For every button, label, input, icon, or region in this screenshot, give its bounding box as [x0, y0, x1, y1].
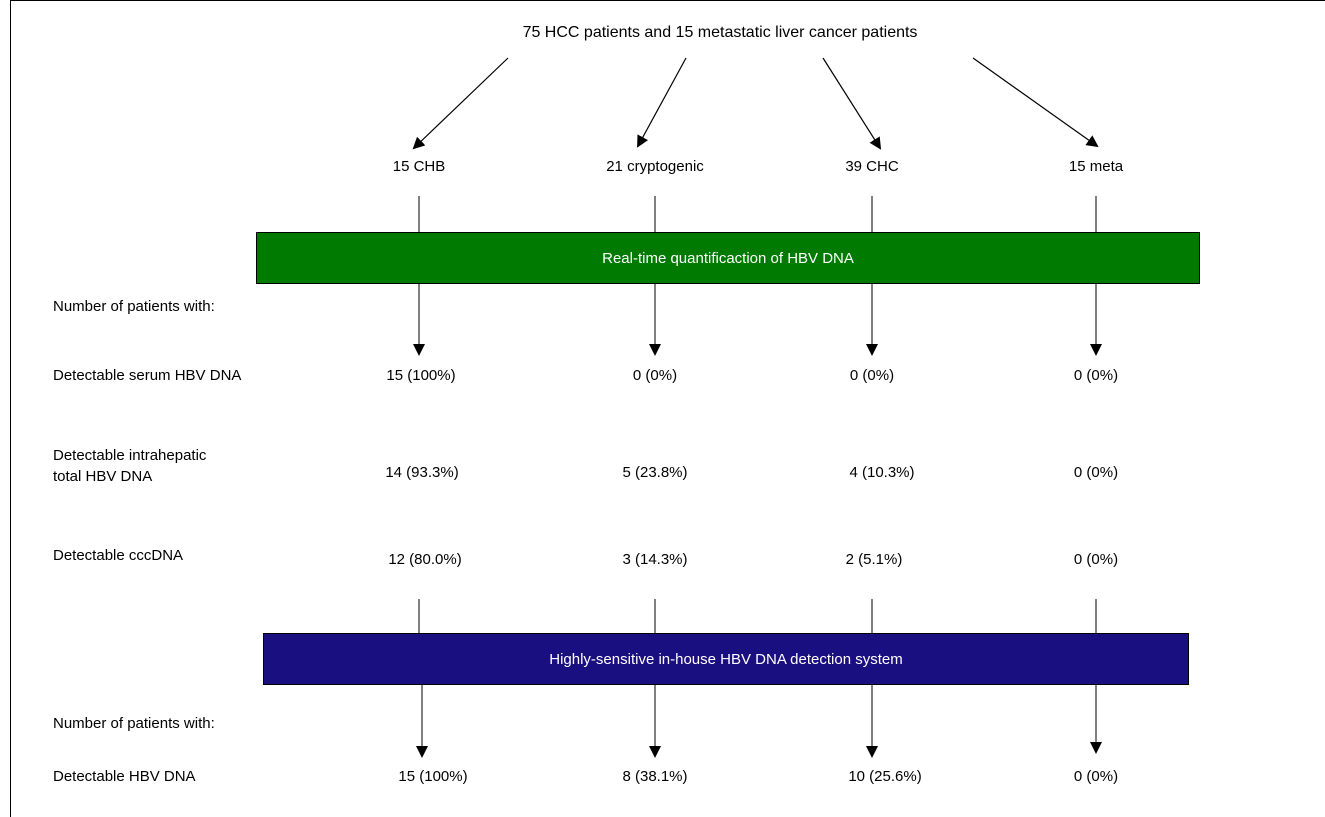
- inhouse-detection-bar: Highly-sensitive in-house HBV DNA detect…: [263, 633, 1189, 685]
- value-cccdna-chc: 2 (5.1%): [845, 551, 903, 568]
- row-label-intrahepatic-line2: total HBV DNA: [53, 468, 153, 485]
- value-intrahepatic-chc: 4 (10.3%): [849, 464, 915, 481]
- group-label-meta: 15 meta: [1068, 158, 1124, 175]
- value-serum-cryptogenic: 0 (0%): [632, 367, 678, 384]
- value-serum-meta: 0 (0%): [1073, 367, 1119, 384]
- arrow-to-chc: [822, 57, 882, 150]
- row-label-serum: Detectable serum HBV DNA: [53, 367, 242, 384]
- group-label-chc: 39 CHC: [845, 158, 899, 175]
- section-label-number-with: Number of patients with:: [53, 298, 215, 315]
- value-hbvdna-chb: 15 (100%): [398, 768, 468, 785]
- value-cccdna-chb: 12 (80.0%): [388, 551, 462, 568]
- section-label-number-with-2: Number of patients with:: [53, 715, 215, 732]
- value-cccdna-meta: 0 (0%): [1073, 551, 1119, 568]
- row-label-intrahepatic-line1: Detectable intrahepatic: [53, 447, 207, 464]
- top-label: 75 HCC patients and 15 metastatic liver …: [522, 24, 918, 41]
- value-intrahepatic-cryptogenic: 5 (23.8%): [622, 464, 688, 481]
- diagram-frame: [10, 0, 1325, 817]
- realtime-quantification-bar: Real-time quantificaction of HBV DNA: [256, 232, 1200, 284]
- value-hbvdna-cryptogenic: 8 (38.1%): [622, 768, 688, 785]
- group-label-chb: 15 CHB: [392, 158, 446, 175]
- value-cccdna-cryptogenic: 3 (14.3%): [622, 551, 688, 568]
- value-intrahepatic-chb: 14 (93.3%): [385, 464, 459, 481]
- arrow-to-cryptogenic: [637, 57, 687, 148]
- inhouse-bar-label: Highly-sensitive in-house HBV DNA detect…: [549, 650, 903, 668]
- value-serum-chb: 15 (100%): [386, 367, 456, 384]
- group-label-cryptogenic: 21 cryptogenic: [606, 158, 704, 175]
- value-hbvdna-chc: 10 (25.6%): [848, 768, 922, 785]
- row-label-cccdna: Detectable cccDNA: [53, 547, 184, 564]
- row-label-hbvdna: Detectable HBV DNA: [53, 768, 196, 785]
- value-hbvdna-meta: 0 (0%): [1073, 768, 1119, 785]
- value-intrahepatic-meta: 0 (0%): [1073, 464, 1119, 481]
- realtime-bar-label: Real-time quantificaction of HBV DNA: [602, 249, 854, 267]
- value-serum-chc: 0 (0%): [849, 367, 895, 384]
- arrow-to-meta: [972, 57, 1099, 148]
- arrow-to-chb: [412, 57, 509, 150]
